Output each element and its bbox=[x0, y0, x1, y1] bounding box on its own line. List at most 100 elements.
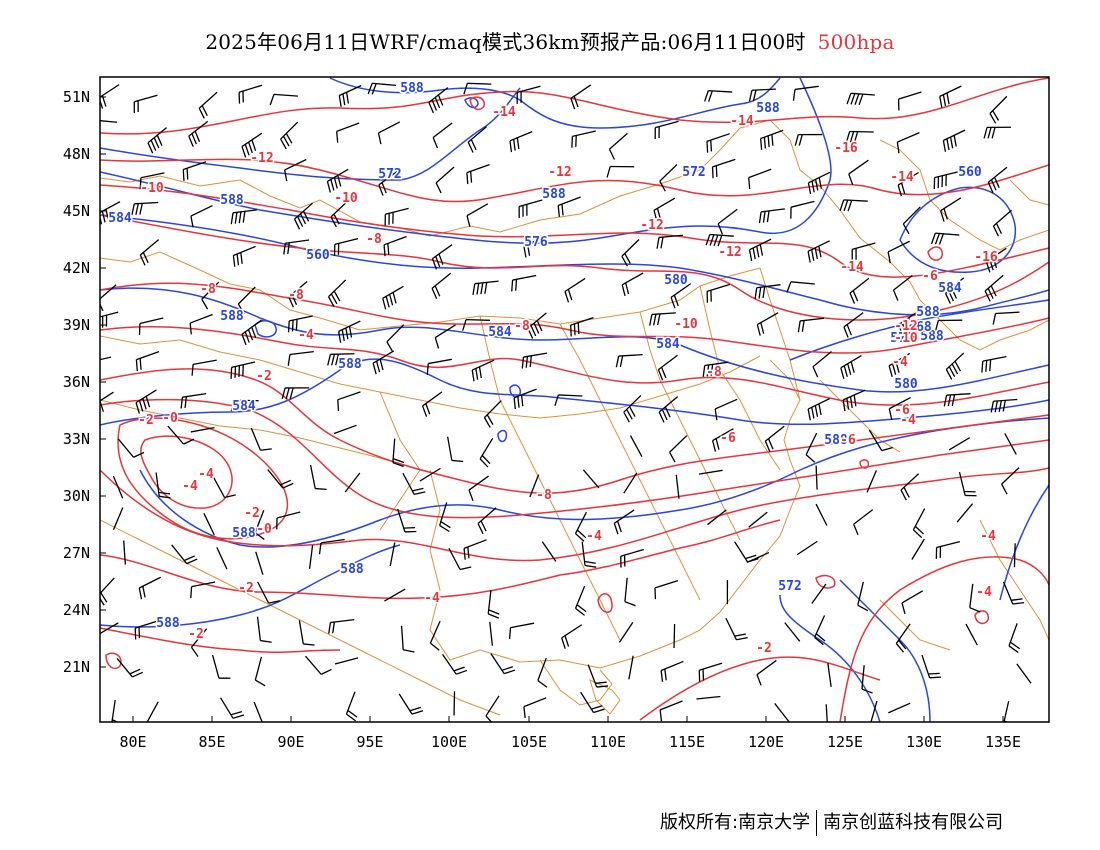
wind-barb bbox=[673, 624, 676, 649]
wind-barb bbox=[992, 311, 1020, 325]
border-lines bbox=[100, 119, 1049, 716]
wind-barb bbox=[336, 122, 360, 143]
wind-barb bbox=[523, 697, 547, 719]
wind-barb bbox=[812, 350, 832, 378]
wind-barb bbox=[587, 664, 609, 688]
wind-barb bbox=[554, 394, 583, 406]
temperature-contour bbox=[100, 554, 561, 600]
wind-barb bbox=[230, 361, 256, 379]
height-label: 560 bbox=[958, 165, 982, 180]
wind-barb bbox=[933, 171, 959, 190]
wind-barb bbox=[825, 704, 828, 722]
height-label: 572 bbox=[778, 579, 801, 594]
height-contour bbox=[899, 186, 1017, 274]
wind-barb bbox=[748, 238, 772, 262]
wind-barb bbox=[758, 208, 785, 224]
wind-barb bbox=[288, 281, 308, 308]
wind-barb bbox=[846, 92, 875, 106]
wind-barb bbox=[190, 426, 215, 433]
wind-barb bbox=[653, 197, 676, 222]
boundary-line bbox=[879, 139, 1049, 251]
wind-barb bbox=[706, 283, 731, 303]
wind-barb bbox=[557, 196, 581, 217]
wind-barb bbox=[621, 239, 640, 267]
boundary-line bbox=[429, 359, 801, 669]
wind-barb bbox=[511, 274, 537, 292]
wind-barb bbox=[527, 312, 547, 339]
temperature-label: -2 bbox=[188, 627, 204, 642]
wind-barb bbox=[384, 588, 406, 602]
temperature-label: -14 bbox=[890, 170, 914, 185]
wind-barb bbox=[241, 319, 262, 346]
wind-barb bbox=[815, 503, 828, 526]
wind-barb bbox=[253, 701, 263, 722]
wind-barb bbox=[147, 127, 167, 154]
wind-barb bbox=[435, 166, 455, 194]
temperature-label: -4 bbox=[424, 591, 440, 606]
wind-barb bbox=[305, 655, 332, 675]
wind-barb bbox=[135, 389, 157, 414]
lon-label: 115E bbox=[669, 733, 705, 751]
wind-barb bbox=[419, 467, 441, 482]
height-label: 588 bbox=[220, 309, 244, 324]
title-level: 500hpa bbox=[817, 30, 895, 54]
temperature-label: -2 bbox=[256, 369, 272, 384]
wind-barb bbox=[898, 310, 920, 336]
wind-barb bbox=[892, 274, 913, 301]
wind-barb bbox=[398, 693, 424, 715]
height-contour bbox=[254, 320, 277, 338]
wind-barb bbox=[839, 199, 868, 212]
wind-barb bbox=[112, 475, 124, 499]
wind-barb bbox=[660, 660, 684, 682]
wind-barb bbox=[428, 87, 449, 114]
wind-barb bbox=[333, 424, 357, 435]
wind-barb bbox=[990, 398, 1018, 413]
temperature-label: -12 bbox=[718, 245, 741, 260]
wind-barb bbox=[754, 284, 781, 300]
wind-barb bbox=[930, 232, 960, 245]
wind-barb bbox=[827, 663, 832, 688]
wind-barb bbox=[377, 121, 401, 145]
temperature-label: -4 bbox=[586, 529, 602, 544]
height-contour bbox=[789, 299, 1049, 361]
wind-barb bbox=[814, 615, 826, 646]
wind-barb bbox=[1002, 581, 1025, 605]
height-label: 572 bbox=[378, 167, 401, 182]
boundary-line bbox=[100, 399, 461, 481]
wind-barb bbox=[219, 697, 245, 719]
wind-barb bbox=[748, 168, 772, 190]
wind-barb bbox=[989, 95, 1008, 124]
boundary-line bbox=[559, 323, 701, 601]
wind-barb bbox=[756, 659, 777, 686]
temperature-label: -8 bbox=[514, 319, 530, 334]
temperature-label: -10 bbox=[674, 317, 698, 332]
height-label: 572 bbox=[682, 165, 705, 180]
boundary-line bbox=[589, 679, 621, 715]
temperature-contour bbox=[117, 417, 289, 540]
lon-label: 110E bbox=[590, 733, 626, 751]
wind-barb bbox=[774, 703, 790, 722]
boundary-line bbox=[479, 315, 621, 641]
wind-barb bbox=[190, 204, 213, 228]
temperature-contour bbox=[100, 184, 1049, 278]
temperature-label: -14 bbox=[840, 260, 864, 275]
temperature-label: -2 bbox=[244, 506, 260, 521]
wind-barb bbox=[581, 541, 597, 568]
wind-barb bbox=[629, 435, 643, 457]
wind-barb bbox=[254, 656, 266, 687]
lat-label: 33N bbox=[63, 430, 90, 448]
wind-barb bbox=[725, 617, 748, 641]
wind-barb bbox=[698, 469, 723, 475]
height-label: 588 bbox=[756, 101, 780, 116]
temperature-label: -4 bbox=[976, 585, 992, 600]
height-contour bbox=[509, 384, 522, 398]
wind-barb bbox=[400, 625, 415, 653]
wind-barb bbox=[985, 247, 1007, 273]
wind-barb bbox=[338, 85, 362, 107]
boundary-line bbox=[639, 311, 741, 541]
wind-barb bbox=[269, 93, 298, 106]
wind-barb bbox=[182, 161, 207, 181]
copyright-left: 版权所有:南京大学 bbox=[660, 812, 811, 833]
temperature-label: -12 bbox=[250, 151, 273, 166]
wind-barb bbox=[748, 511, 768, 528]
